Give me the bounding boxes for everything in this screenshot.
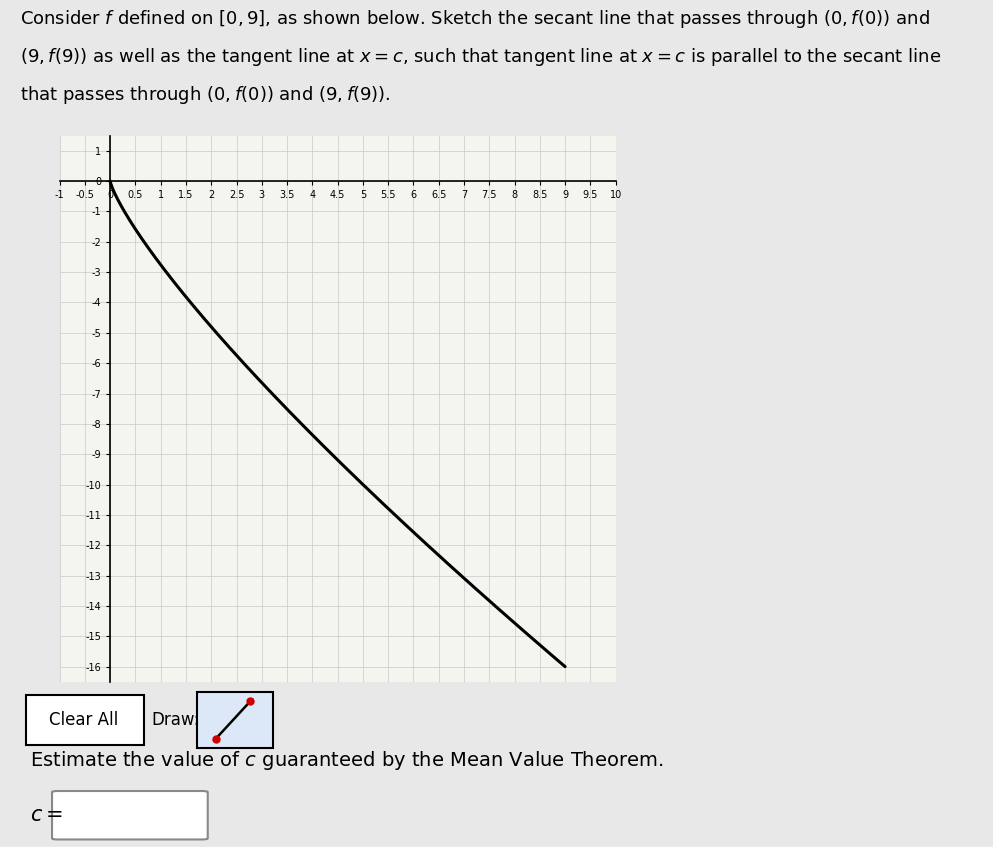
Text: Draw:: Draw: (151, 711, 200, 729)
FancyBboxPatch shape (26, 695, 145, 745)
Text: Consider $f$ defined on $[0, 9]$, as shown below. Sketch the secant line that pa: Consider $f$ defined on $[0, 9]$, as sho… (20, 8, 929, 30)
Text: $c =$: $c =$ (30, 805, 63, 825)
Text: Estimate the value of $c$ guaranteed by the Mean Value Theorem.: Estimate the value of $c$ guaranteed by … (30, 749, 663, 772)
FancyBboxPatch shape (52, 791, 208, 839)
Text: $(9, f(9))$ as well as the tangent line at $x = c$, such that tangent line at $x: $(9, f(9))$ as well as the tangent line … (20, 47, 941, 69)
Text: that passes through $(0, f(0))$ and $(9, f(9))$.: that passes through $(0, f(0))$ and $(9,… (20, 84, 390, 106)
Text: Clear All: Clear All (49, 711, 118, 729)
FancyBboxPatch shape (197, 692, 273, 748)
